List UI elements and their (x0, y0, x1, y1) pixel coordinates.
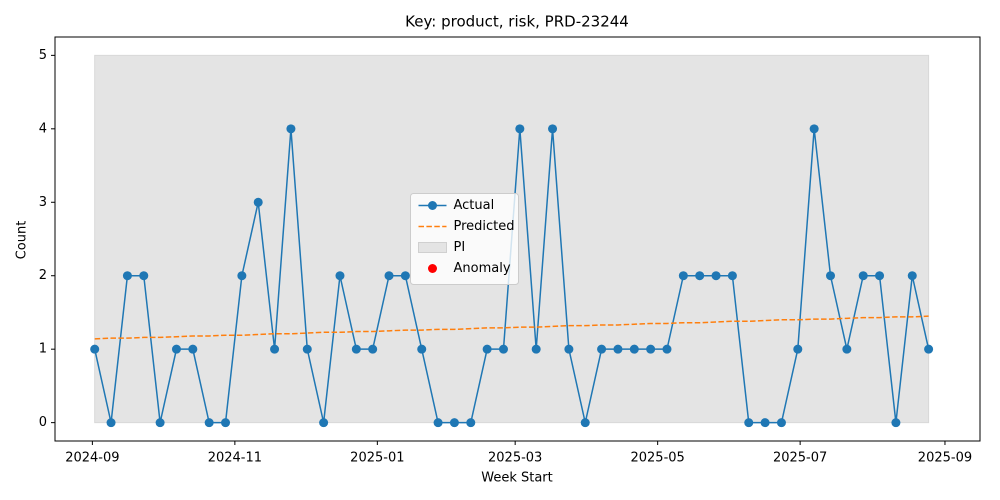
legend: Actual Predicted PI Anomaly (410, 193, 519, 285)
data-point (531, 344, 541, 354)
data-point (221, 418, 231, 428)
data-point (384, 271, 394, 281)
data-point (482, 344, 492, 354)
legend-label: Predicted (454, 219, 515, 234)
data-point (270, 344, 280, 354)
y-tick-label: 3 (39, 195, 47, 210)
data-point (907, 271, 917, 281)
legend-swatch (418, 242, 447, 253)
data-point (449, 418, 459, 428)
data-point (106, 418, 116, 428)
y-tick-label: 4 (39, 121, 47, 136)
data-point (564, 344, 574, 354)
data-point (727, 271, 737, 281)
y-tick-label: 5 (39, 48, 47, 63)
data-point (580, 418, 590, 428)
data-point (171, 344, 181, 354)
data-point (498, 344, 508, 354)
x-tick-label: 2025-01 (350, 451, 404, 466)
data-point (466, 418, 476, 428)
data-point (695, 271, 705, 281)
data-point (646, 344, 656, 354)
data-point (302, 344, 312, 354)
legend-box (410, 193, 519, 285)
x-axis-label: Week Start (481, 471, 553, 486)
data-point (744, 418, 754, 428)
data-point (711, 271, 721, 281)
y-axis-label: Count (15, 221, 30, 260)
data-point (237, 271, 247, 281)
data-point (678, 271, 688, 281)
data-point (90, 344, 100, 354)
data-point (400, 271, 410, 281)
data-point (662, 344, 672, 354)
legend-marker (428, 264, 437, 273)
x-tick-label: 2024-11 (208, 451, 262, 466)
data-point (776, 418, 786, 428)
data-point (875, 271, 885, 281)
data-point (335, 271, 345, 281)
data-point (548, 124, 558, 134)
data-point (809, 124, 819, 134)
legend-label: Actual (454, 198, 495, 213)
data-point (139, 271, 149, 281)
data-point (204, 418, 214, 428)
data-point (826, 271, 836, 281)
data-point (122, 271, 132, 281)
data-point (188, 344, 198, 354)
data-point (597, 344, 607, 354)
legend-label: Anomaly (454, 261, 511, 276)
x-tick-label: 2025-09 (918, 451, 972, 466)
x-tick-label: 2025-07 (773, 451, 827, 466)
series-line (94, 315, 929, 340)
data-point (417, 344, 427, 354)
data-point (924, 344, 934, 354)
chart-title: Key: product, risk, PRD-23244 (405, 13, 629, 31)
x-tick-label: 2025-05 (630, 451, 684, 466)
data-point (319, 418, 329, 428)
data-point (286, 124, 296, 134)
x-tick-label: 2024-09 (65, 451, 119, 466)
legend-label: PI (454, 240, 466, 255)
y-tick-label: 2 (39, 268, 47, 283)
data-point (629, 344, 639, 354)
data-point (858, 271, 868, 281)
legend-marker (428, 201, 437, 210)
x-tick-label: 2025-03 (488, 451, 542, 466)
data-point (351, 344, 361, 354)
data-point (433, 418, 443, 428)
data-point (760, 418, 770, 428)
data-point (155, 418, 165, 428)
data-point (891, 418, 901, 428)
data-point (793, 344, 803, 354)
y-tick-label: 1 (39, 342, 47, 357)
plot-frame (54, 36, 981, 442)
data-point (368, 344, 378, 354)
y-tick-label: 0 (39, 415, 47, 430)
data-point (253, 197, 263, 207)
data-point (515, 124, 525, 134)
data-point (613, 344, 623, 354)
data-point (842, 344, 852, 354)
